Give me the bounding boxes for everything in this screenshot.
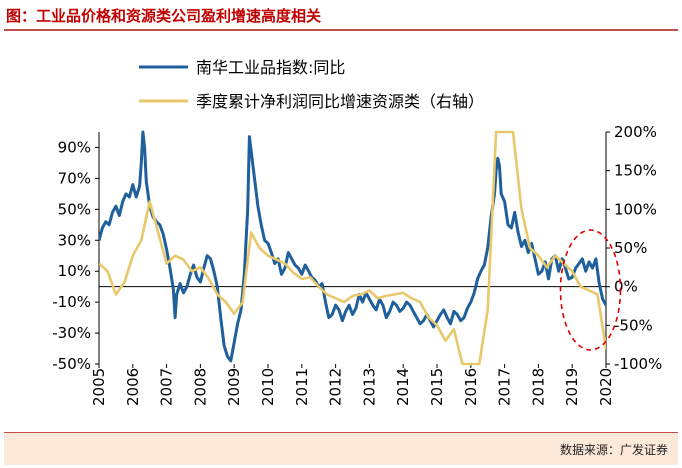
y-left-tick-label: 30% — [58, 231, 91, 249]
x-tick-label: 2015 — [428, 368, 446, 406]
y-left-tick-label: -30% — [52, 324, 91, 342]
x-tick-label: 2005 — [90, 368, 108, 406]
y-left-tick-label: 70% — [58, 169, 91, 187]
y-left-tick-label: 50% — [58, 200, 91, 218]
x-tick-label: 2016 — [462, 368, 480, 406]
y-right-tick-label: -50% — [614, 316, 653, 334]
y-right-tick-label: 150% — [614, 162, 657, 180]
plot-area — [99, 130, 622, 366]
y-right-tick-label: 200% — [614, 123, 657, 141]
y-left-tick-label: -50% — [52, 355, 91, 373]
x-tick-label: 2013 — [360, 368, 378, 406]
title-divider — [4, 29, 678, 31]
x-tick-label: 2014 — [394, 368, 412, 406]
highlight-ellipse — [559, 229, 622, 351]
x-tick-label: 2006 — [124, 368, 142, 406]
x-tick-label: 2020 — [597, 368, 615, 406]
chart-title: 图：工业品价格和资源类公司盈利增速高度相关 — [6, 7, 322, 25]
x-tick-label: 2007 — [158, 368, 176, 406]
x-tick-label: 2008 — [191, 368, 209, 406]
x-tick-label: 2018 — [529, 368, 547, 406]
x-tick-label: 2017 — [496, 368, 514, 406]
y-right-tick-label: 0% — [614, 278, 638, 296]
legend-label: 南华工业品指数:同比 — [196, 58, 345, 77]
series-nanhua-index-line — [99, 130, 606, 363]
x-tick-label: 2012 — [327, 368, 345, 406]
y-left-tick-label: -10% — [52, 293, 91, 311]
y-right-tick-label: 100% — [614, 200, 657, 218]
x-tick-label: 2010 — [259, 368, 277, 406]
legend-label: 季度累计净利润同比增速资源类（右轴） — [196, 92, 484, 111]
series-resource-profit-line — [99, 130, 606, 366]
x-tick-label: 2009 — [225, 368, 243, 406]
axes-group: 90% 70% 50% 30% 10% -10% -30% -50% 200% 150% 100% 5… — [52, 123, 662, 406]
x-tick-label: 2011 — [293, 368, 311, 406]
y-right-tick-label: 50% — [614, 239, 647, 257]
source-note: 数据来源：广发证券 — [559, 443, 668, 457]
y-right-tick-label: -100% — [614, 355, 662, 373]
footer-band — [4, 432, 678, 465]
y-left-tick-label: 90% — [58, 138, 91, 156]
y-left-tick-label: 10% — [58, 262, 91, 280]
x-tick-label: 2019 — [563, 368, 581, 406]
